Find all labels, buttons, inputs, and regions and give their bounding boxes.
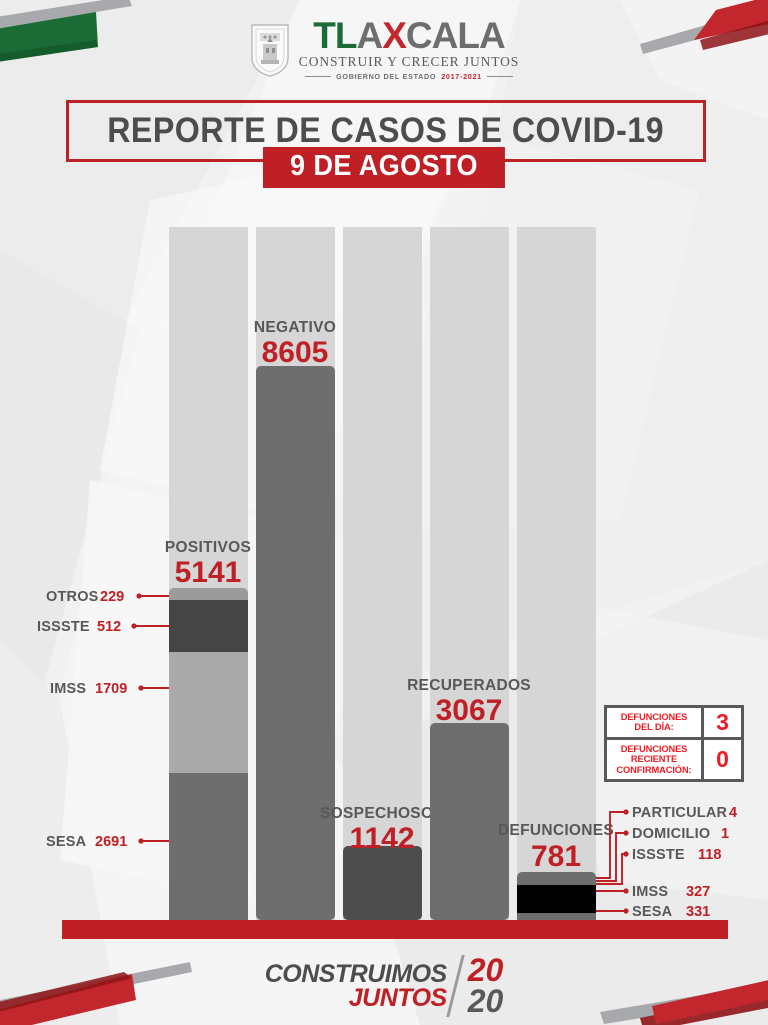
label-sesa-def: SESA [632,904,673,920]
deaths-recent-label: DEFUNCIONES RECIENTE CONFIRMACIÓN: [607,740,701,779]
value-imss: 1709 [95,681,127,697]
leader-imss [138,685,169,691]
logo-rule-left [305,75,332,78]
page-title: REPORTE DE CASOS DE COVID-19 [107,111,665,150]
deaths-row-recent: DEFUNCIONES RECIENTE CONFIRMACIÓN: 0 [607,739,741,780]
caption-label-recuperados: RECUPERADOS [407,677,531,694]
bar-positivos[interactable] [169,588,248,920]
deaths-recent-label-line2: RECIENTE [630,754,678,765]
caption-value-positivos: 5141 [175,556,242,589]
leader-imss-def [596,888,629,894]
caption-label-defunciones: DEFUNCIONES [498,822,614,839]
deaths-recent-value: 0 [701,739,741,780]
caption-value-sospechosos: 1142 [349,822,414,855]
footer-year-top: 20 [467,952,504,989]
deaths-today-label-line1: DEFUNCIONES [620,712,688,722]
caption-value-defunciones: 781 [531,840,581,873]
value-imss-def: 327 [686,884,710,900]
leader-issste-def [596,851,629,885]
value-sesa-def: 331 [686,904,710,920]
value-issste-def: 118 [698,847,721,863]
logo-a: A [356,15,384,56]
value-domicilio: 1 [721,826,729,842]
logo-government-line: GOBIERNO DEL ESTADO 2017-2021 [305,72,513,81]
logo-gov-text: GOBIERNO DEL ESTADO [336,72,437,82]
bar-sospechosos[interactable] [343,846,422,920]
deaths-today-label: DEFUNCIONES DEL DÍA: [607,708,701,737]
label-otros: OTROS [46,589,99,605]
caption-label-negativo: NEGATIVO [254,319,336,336]
footer-slash [445,955,465,1017]
leader-sesa [138,838,169,844]
deaths-summary-table: DEFUNCIONES DEL DÍA: 3 DEFUNCIONES RECIE… [604,705,744,783]
report-date: 9 DE AGOSTO [290,150,478,182]
segment-positivos-imss [169,652,248,773]
footer-line2: JUNTOS [348,984,447,1012]
caption-label-sospechosos: SOSPECHOSOS [320,805,444,822]
label-domicilio: DOMICILIO [632,826,710,842]
bar-recuperados[interactable] [430,723,509,920]
label-imss: IMSS [50,681,86,697]
segment-positivos-issste [169,600,248,652]
segment-defunciones-sesa [517,913,596,920]
tlaxcala-coat-of-arms-icon [251,23,289,77]
logo-cala: CALA [405,15,506,56]
deaths-today-label-line2: DEL DÍA: [634,722,674,733]
deaths-recent-label-line1: DEFUNCIONES [620,743,688,754]
logo-tagline: CONSTRUIR Y CRECER JUNTOS [298,54,520,70]
footer-slogan: CONSTRUIMOS JUNTOS 20 20 [0,952,768,1019]
caption-label-positivos: POSITIVOS [165,539,251,556]
bar-negativo[interactable] [256,366,335,920]
footer-year-bottom: 20 [467,983,504,1019]
deaths-row-today: DEFUNCIONES DEL DÍA: 3 [607,708,741,740]
logo-x: X [382,15,407,56]
logo-wordmark: TL A X CALA [313,15,506,56]
logo-years: 2017-2021 [441,72,482,82]
deaths-recent-label-line3: CONFIRMACIÓN: [616,764,692,775]
value-particular: 4 [729,805,737,821]
report-date-banner: 9 DE AGOSTO [262,147,506,188]
value-otros: 229 [100,589,124,605]
logo-tl: TL [313,15,357,56]
label-issste-def: ISSSTE [632,847,685,863]
label-issste: ISSSTE [37,619,90,635]
caption-value-recuperados: 3067 [436,694,503,727]
bar-track-defunciones [517,227,596,920]
leader-issste [131,623,169,629]
deaths-today-value: 3 [701,708,741,737]
label-imss-def: IMSS [632,884,668,900]
value-issste: 512 [97,619,121,635]
leader-domicilio [596,830,629,882]
bar-track-sospechosos [343,227,422,920]
leader-sesa-def [596,908,629,914]
label-sesa: SESA [46,834,87,850]
footer-line1: CONSTRUIMOS [264,960,448,988]
label-particular: PARTICULAR [632,805,727,821]
chart-baseline-bar [62,920,728,939]
bar-defunciones[interactable] [517,872,596,920]
leader-particular [596,809,629,879]
caption-value-negativo: 8605 [262,336,329,369]
segment-defunciones-imss [517,885,596,913]
logo-rule-right [486,75,513,78]
value-sesa: 2691 [95,834,127,850]
segment-positivos-sesa [169,773,248,920]
leader-otros [136,593,169,599]
tlaxcala-logo: TL A X CALA CONSTRUIR Y CRECER JUNTOS GOBIE… [0,15,768,81]
